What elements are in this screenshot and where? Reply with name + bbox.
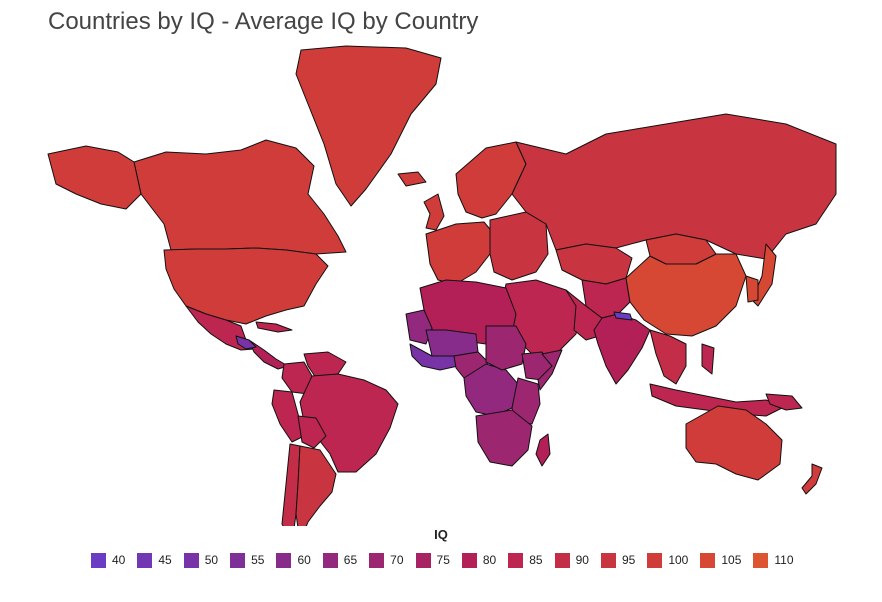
legend-swatch xyxy=(700,552,716,568)
legend-item[interactable]: 60 xyxy=(276,552,311,568)
legend-item[interactable]: 95 xyxy=(600,552,636,568)
legend-item[interactable]: 70 xyxy=(369,552,404,568)
country-southern-africa[interactable]: Southern Africa xyxy=(475,409,533,467)
legend-swatch xyxy=(600,552,616,568)
legend-label: 65 xyxy=(343,553,358,567)
legend-item[interactable]: 110 xyxy=(753,552,794,568)
legend-swatch xyxy=(508,552,524,568)
legend-swatch xyxy=(554,552,570,568)
world-map-svg: GreenlandCanadaUnited StatesAlaskaMexico… xyxy=(47,45,837,526)
country-eastern-europe[interactable]: Eastern Europe xyxy=(489,211,549,281)
country-alaska[interactable]: Alaska xyxy=(47,145,142,210)
legend-item[interactable]: 100 xyxy=(647,552,689,568)
legend-item[interactable]: 75 xyxy=(415,552,450,568)
country-korea[interactable]: Korea xyxy=(745,275,759,303)
country-indonesia[interactable]: Indonesia xyxy=(649,383,787,417)
legend-label: 55 xyxy=(251,553,265,567)
country-united-states[interactable]: United States xyxy=(163,247,329,325)
world-map: GreenlandCanadaUnited StatesAlaskaMexico… xyxy=(46,44,838,526)
legend-swatch xyxy=(91,552,106,568)
countries: GreenlandCanadaUnited StatesAlaskaMexico… xyxy=(47,45,837,526)
country-scandinavia[interactable]: Scandinavia xyxy=(455,141,527,219)
country-india[interactable]: India xyxy=(593,313,651,385)
country-southeast-asia[interactable]: Southeast Asia xyxy=(649,329,687,385)
legend-swatch xyxy=(276,552,292,568)
country-cuba[interactable]: Cuba xyxy=(255,321,293,333)
legend-label: 100 xyxy=(668,553,689,567)
country-kazakhstan[interactable]: Kazakhstan xyxy=(555,243,633,285)
country-central-asia[interactable]: Central Asia xyxy=(581,277,631,319)
legend-label: 85 xyxy=(529,553,543,567)
legend-label: 70 xyxy=(390,553,404,567)
legend-item[interactable]: 80 xyxy=(461,552,497,568)
country-philippines[interactable]: Philippines xyxy=(701,343,715,375)
legend-item[interactable]: 50 xyxy=(183,552,219,568)
legend-item[interactable]: 40 xyxy=(91,552,126,568)
legend-label: 95 xyxy=(621,553,636,567)
legend-label: 105 xyxy=(721,553,742,567)
legend-swatch xyxy=(369,552,385,568)
country-new-zealand[interactable]: New Zealand xyxy=(801,463,823,495)
page-title: Countries by IQ - Average IQ by Country xyxy=(48,8,479,35)
country-guatemala[interactable]: Guatemala xyxy=(235,335,257,350)
legend-item[interactable]: 90 xyxy=(554,552,589,568)
country-sahel-west[interactable]: Sahel West xyxy=(425,329,479,357)
country-western-europe[interactable]: Western Europe xyxy=(425,221,495,285)
country-nepal[interactable]: Nepal xyxy=(613,311,633,321)
legend-swatch xyxy=(461,552,477,568)
country-united-kingdom[interactable]: United Kingdom xyxy=(423,193,445,231)
country-mongolia[interactable]: Mongolia xyxy=(645,233,717,265)
country-bolivia[interactable]: Bolivia xyxy=(297,415,327,449)
legend-swatch xyxy=(137,552,153,568)
legend-item[interactable]: 45 xyxy=(137,552,172,568)
legend-label: 60 xyxy=(297,553,311,567)
legend-label: 50 xyxy=(204,553,219,567)
legend-title: IQ xyxy=(434,527,448,542)
country-iceland[interactable]: Iceland xyxy=(397,171,427,187)
country-greenland[interactable]: Greenland xyxy=(295,45,442,207)
country-east-africa[interactable]: East Africa xyxy=(511,377,541,425)
legend-swatch xyxy=(230,552,246,568)
legend-label: 75 xyxy=(436,553,450,567)
legend-item[interactable]: 55 xyxy=(230,552,265,568)
legend-label: 90 xyxy=(575,553,589,567)
legend: 40 45 50 55 60 65 70 75 80 85 90 95 100 105 110 xyxy=(91,550,806,570)
country-somalia[interactable]: Somalia xyxy=(537,349,563,391)
country-china[interactable]: China xyxy=(625,253,747,337)
legend-item[interactable]: 85 xyxy=(508,552,543,568)
country-west-africa-coast[interactable]: West Africa Coast xyxy=(409,343,459,371)
legend-item[interactable]: 105 xyxy=(700,552,742,568)
country-australia[interactable]: Australia xyxy=(685,405,783,481)
legend-swatch xyxy=(183,552,199,568)
legend-swatch xyxy=(647,552,663,568)
legend-label: 110 xyxy=(774,553,794,567)
legend-item[interactable]: 65 xyxy=(322,552,358,568)
legend-label: 40 xyxy=(112,553,126,567)
legend-swatch xyxy=(415,552,431,568)
legend-swatch xyxy=(322,552,338,568)
country-peru[interactable]: Peru xyxy=(271,389,305,443)
legend-swatch xyxy=(753,552,769,568)
country-canada[interactable]: Canada xyxy=(133,139,347,255)
country-sudan[interactable]: Sudan xyxy=(485,325,527,371)
country-argentina[interactable]: Argentina xyxy=(295,445,337,526)
country-central-america[interactable]: Central America xyxy=(248,339,289,370)
legend-label: 80 xyxy=(482,553,497,567)
legend-label: 45 xyxy=(158,553,172,567)
country-madagascar[interactable]: Madagascar xyxy=(535,433,551,467)
country-papua-new-guinea[interactable]: Papua New Guinea xyxy=(765,393,803,411)
